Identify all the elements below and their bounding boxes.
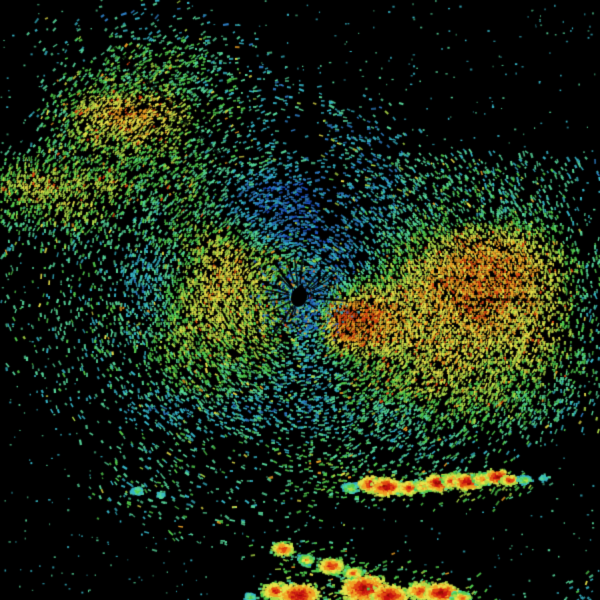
radar-reflectivity-canvas	[0, 0, 600, 600]
radar-display	[0, 0, 600, 600]
